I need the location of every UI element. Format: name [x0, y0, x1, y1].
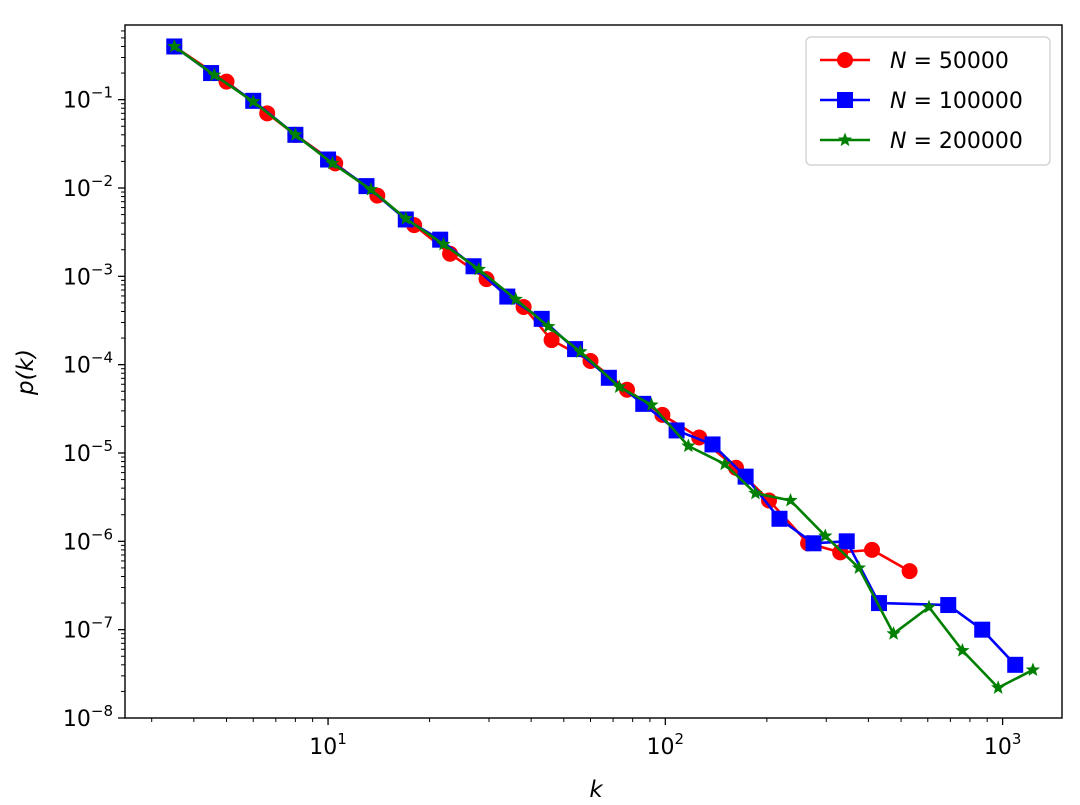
y-tick-label: 10−4 — [63, 349, 113, 379]
data-point — [668, 422, 685, 439]
data-point — [288, 127, 303, 141]
data-point — [681, 438, 696, 453]
data-point — [508, 291, 523, 306]
data-point — [818, 528, 833, 543]
y-axis: 10−8 10−7 10−6 10−5 10−4 10−3 10−2 10−1 — [63, 30, 125, 732]
data-point — [246, 94, 261, 108]
data-point — [717, 456, 732, 471]
data-point — [167, 38, 182, 53]
data-point — [838, 533, 855, 550]
data-point — [1007, 656, 1024, 673]
x-tick-label: 103 — [984, 730, 1022, 760]
data-point — [805, 535, 822, 552]
data-point — [886, 626, 901, 640]
data-point — [940, 597, 957, 614]
x-tick-label: 102 — [647, 730, 685, 760]
y-axis-label: p(k) — [13, 349, 39, 396]
data-point — [325, 155, 340, 170]
y-tick-label: 10−7 — [63, 614, 113, 644]
data-point — [543, 332, 560, 349]
data-point — [1025, 662, 1041, 677]
legend-label: N = 50000 — [890, 49, 1009, 74]
legend-box — [805, 36, 1051, 166]
data-point — [207, 67, 222, 82]
data-point — [644, 397, 659, 411]
data-point — [864, 541, 881, 558]
data-point — [363, 182, 379, 196]
y-tick-label: 10−3 — [63, 260, 113, 290]
data-point — [704, 436, 721, 453]
data-point — [783, 492, 798, 507]
legend-label: N = 200000 — [890, 129, 1023, 154]
legend-item: N = 100000 — [820, 89, 1023, 114]
plot-frame — [124, 24, 1063, 719]
data-point — [974, 621, 991, 638]
data-point — [921, 599, 937, 614]
legend-marker — [837, 132, 853, 147]
legend-marker — [837, 52, 853, 68]
data-point — [471, 261, 487, 276]
data-point — [573, 344, 588, 358]
data-point — [635, 395, 652, 412]
data-point — [748, 485, 763, 500]
data-point — [771, 510, 788, 527]
y-tick-label: 10−6 — [63, 525, 113, 555]
data-point — [398, 211, 413, 225]
data-point — [955, 643, 970, 657]
data-point — [901, 563, 918, 580]
legend-label: N = 100000 — [890, 89, 1023, 114]
series-star — [167, 38, 1041, 694]
legend-marker — [837, 92, 853, 108]
data-point — [541, 319, 556, 333]
data-point — [499, 288, 516, 305]
y-tick-label: 10−5 — [63, 437, 113, 467]
y-tick-label: 10−8 — [63, 702, 113, 732]
legend-item: N = 50000 — [820, 49, 1009, 74]
series-layer — [166, 38, 1041, 694]
legend-item: N = 200000 — [820, 129, 1023, 154]
data-point — [851, 560, 867, 574]
x-axis: 101 102 103 — [151, 718, 1022, 760]
x-tick-label: 101 — [309, 730, 347, 760]
data-point — [436, 236, 451, 251]
x-axis-label: k — [589, 777, 604, 803]
y-tick-label: 10−1 — [63, 84, 113, 114]
y-tick-label: 10−2 — [63, 172, 113, 202]
data-point — [612, 379, 627, 393]
legend: N = 50000 N = 100000 N = 200000 — [805, 36, 1051, 166]
data-point — [991, 680, 1006, 694]
